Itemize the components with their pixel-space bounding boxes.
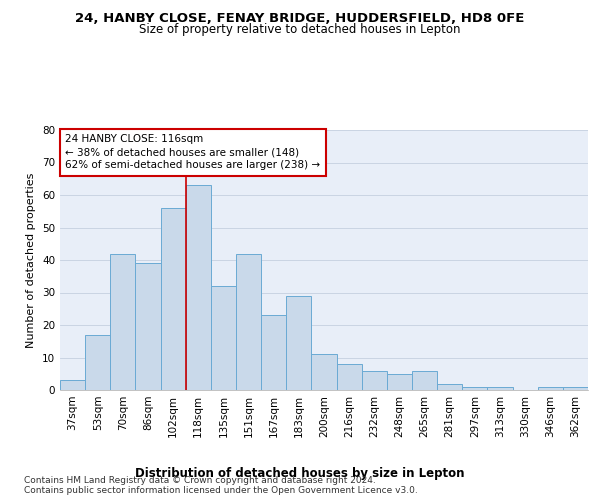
Bar: [211, 286, 236, 390]
Bar: [538, 387, 563, 390]
Bar: [236, 254, 261, 390]
Bar: [311, 354, 337, 390]
Bar: [286, 296, 311, 390]
Bar: [60, 380, 85, 390]
Y-axis label: Number of detached properties: Number of detached properties: [26, 172, 37, 348]
Bar: [110, 254, 136, 390]
Bar: [261, 316, 286, 390]
Text: Distribution of detached houses by size in Lepton: Distribution of detached houses by size …: [135, 468, 465, 480]
Bar: [362, 370, 387, 390]
Bar: [161, 208, 186, 390]
Bar: [136, 263, 161, 390]
Bar: [387, 374, 412, 390]
Text: 24, HANBY CLOSE, FENAY BRIDGE, HUDDERSFIELD, HD8 0FE: 24, HANBY CLOSE, FENAY BRIDGE, HUDDERSFI…: [76, 12, 524, 26]
Bar: [412, 370, 437, 390]
Text: 24 HANBY CLOSE: 116sqm
← 38% of detached houses are smaller (148)
62% of semi-de: 24 HANBY CLOSE: 116sqm ← 38% of detached…: [65, 134, 320, 170]
Bar: [437, 384, 462, 390]
Bar: [85, 335, 110, 390]
Text: Size of property relative to detached houses in Lepton: Size of property relative to detached ho…: [139, 22, 461, 36]
Text: Contains HM Land Registry data © Crown copyright and database right 2024.
Contai: Contains HM Land Registry data © Crown c…: [24, 476, 418, 495]
Bar: [563, 387, 588, 390]
Bar: [337, 364, 362, 390]
Bar: [462, 387, 487, 390]
Bar: [487, 387, 512, 390]
Bar: [186, 185, 211, 390]
